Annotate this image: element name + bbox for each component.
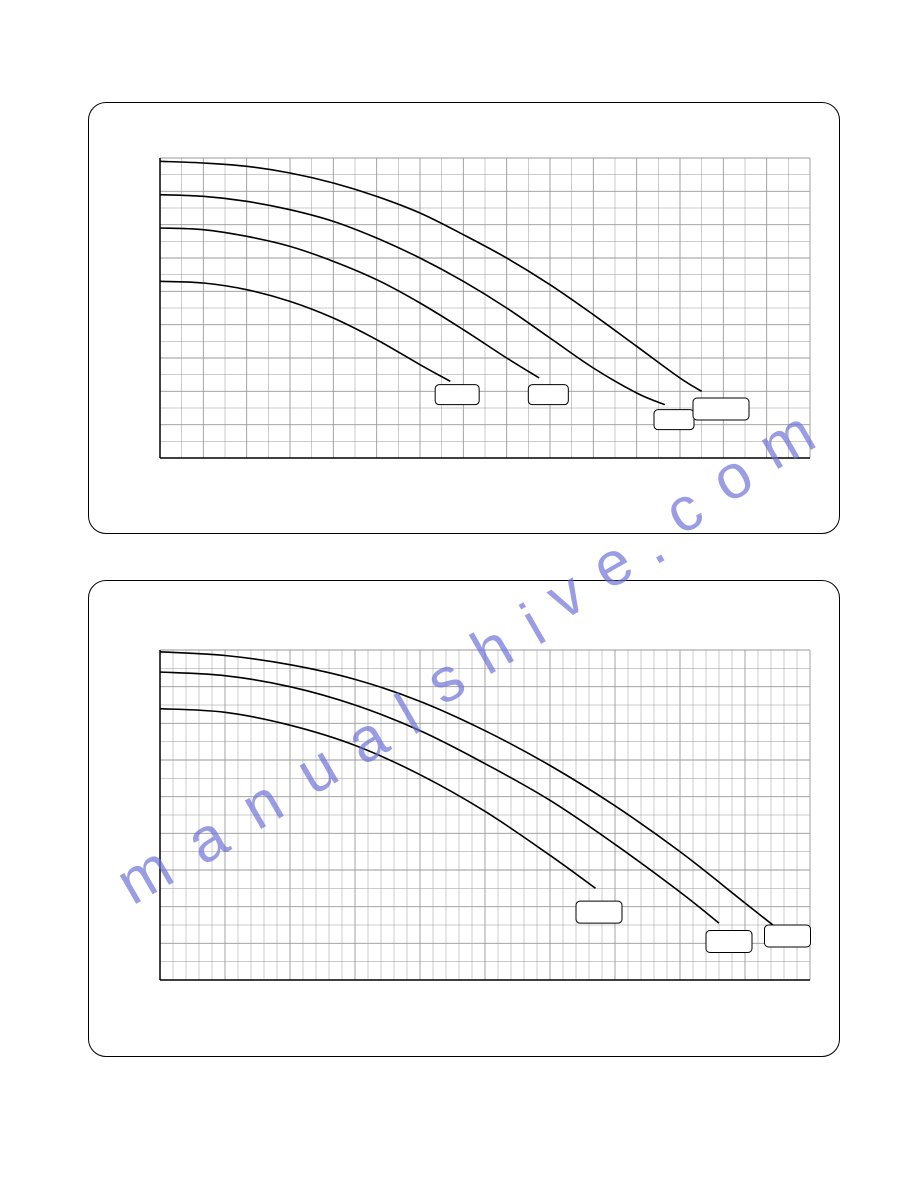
curve-B — [160, 195, 665, 405]
curve-A — [160, 161, 702, 391]
chart-1 — [140, 138, 830, 478]
chart-2 — [140, 630, 830, 1000]
curve-label-box — [576, 901, 622, 923]
curve-label-box — [693, 398, 749, 420]
curve-label-box — [765, 925, 811, 947]
curve-label-box — [435, 385, 479, 405]
curve-label-box — [654, 410, 694, 430]
curve-label-box — [528, 385, 568, 405]
curve-label-box — [706, 931, 752, 953]
curve-C — [160, 228, 539, 378]
curve-A — [160, 652, 778, 929]
